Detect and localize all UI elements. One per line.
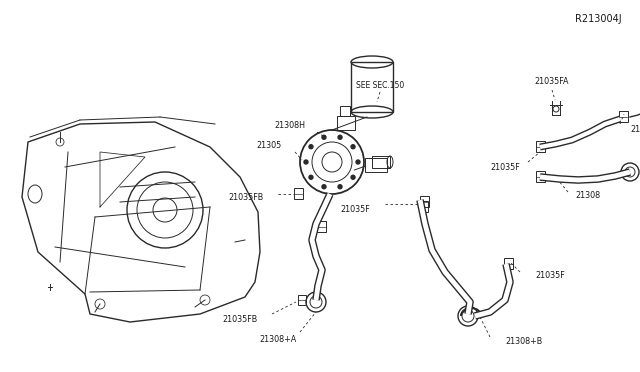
Circle shape (322, 185, 326, 189)
Circle shape (338, 135, 342, 139)
Text: 21035F: 21035F (535, 272, 564, 280)
Bar (294, 188, 303, 199)
Circle shape (351, 175, 355, 179)
Bar (351, 62, 393, 112)
Text: 21308+A: 21308+A (259, 334, 296, 343)
Bar (419, 201, 428, 212)
Bar (337, 116, 355, 130)
Text: 21035F: 21035F (340, 205, 370, 214)
Circle shape (309, 175, 313, 179)
Text: SEE SEC.150: SEE SEC.150 (356, 80, 404, 90)
Bar (504, 258, 513, 269)
Bar (298, 295, 306, 305)
Text: 21308: 21308 (575, 192, 600, 201)
Circle shape (309, 145, 313, 149)
Bar (536, 141, 545, 152)
Circle shape (356, 160, 360, 164)
Text: 21035F: 21035F (490, 163, 520, 171)
Circle shape (304, 160, 308, 164)
Text: 21035F: 21035F (630, 125, 640, 134)
Text: 21308+B: 21308+B (505, 337, 542, 346)
Text: 21305: 21305 (257, 141, 282, 151)
Text: 21035FA: 21035FA (535, 77, 569, 87)
Bar (340, 106, 350, 116)
Text: R213004J: R213004J (575, 14, 622, 24)
Circle shape (322, 135, 326, 139)
Bar (365, 158, 387, 172)
Bar (317, 221, 326, 232)
Bar (372, 156, 390, 168)
Circle shape (351, 145, 355, 149)
Circle shape (338, 185, 342, 189)
Bar (619, 111, 628, 122)
Bar (536, 171, 545, 182)
Text: 21035FB: 21035FB (228, 193, 264, 202)
Bar (420, 196, 429, 207)
Text: 21035FB: 21035FB (223, 315, 258, 324)
Text: 21308H: 21308H (274, 122, 305, 131)
